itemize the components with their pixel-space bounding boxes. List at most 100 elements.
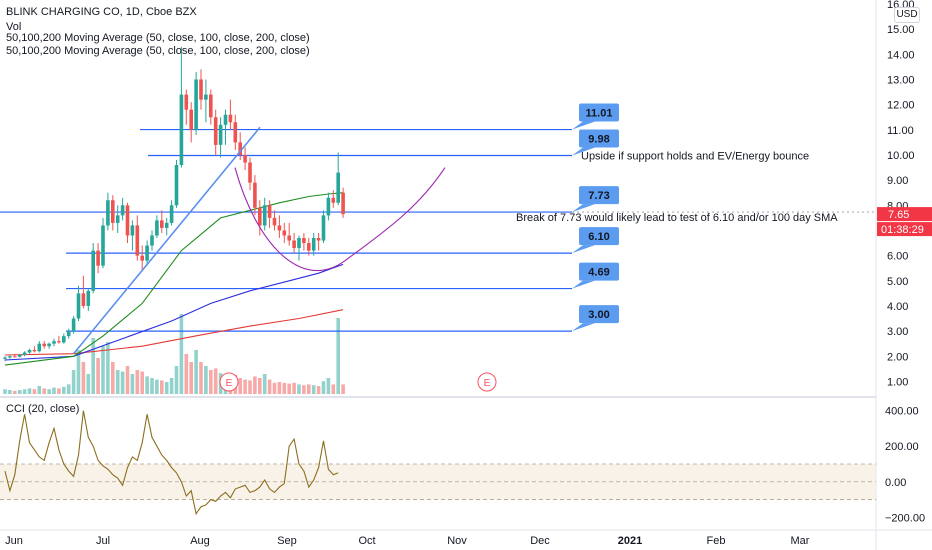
candle-body	[218, 124, 223, 145]
candle-body	[52, 341, 56, 344]
callout-box	[579, 227, 619, 246]
price-tick-label: 4.00	[887, 301, 908, 313]
symbol-title[interactable]: BLINK CHARGING CO, 1D, Cboe BZX	[6, 6, 197, 18]
candle-body	[199, 79, 203, 100]
volume-bar	[204, 366, 208, 394]
volume-bar	[164, 382, 169, 394]
candle-body	[336, 172, 340, 203]
volume-bar	[184, 354, 189, 394]
candle-body	[307, 243, 311, 251]
candle-body	[150, 235, 154, 246]
volume-bar	[292, 382, 296, 394]
earnings-marker	[219, 372, 239, 392]
volume-bar	[155, 379, 159, 394]
cci-tick-label: −200.00	[885, 512, 925, 524]
candle-body	[204, 94, 208, 100]
earnings-marker	[477, 372, 497, 392]
time-axis[interactable]: Jun Jul Aug Sep Oct Nov Dec 2021 Feb Mar	[0, 529, 932, 547]
candle-body	[209, 94, 213, 118]
volume-bar	[253, 376, 257, 394]
volume-bar	[326, 378, 331, 394]
callout-pointer	[572, 147, 595, 156]
ma50-line	[4, 192, 344, 366]
callout-label: 3.00	[588, 309, 609, 321]
candle-body	[101, 225, 105, 266]
candle-body	[47, 343, 51, 347]
price-tick-label: 11.00	[887, 125, 914, 137]
volume-bar	[3, 389, 7, 394]
volume-bar	[311, 385, 316, 394]
price-pane[interactable]	[3, 314, 345, 394]
candle-body	[321, 215, 326, 241]
ma-legend-1[interactable]: 50,100,200 Moving Average (50, close, 10…	[6, 32, 310, 44]
ma100-line	[4, 263, 344, 361]
candle-body	[37, 343, 42, 352]
candle-body	[287, 235, 291, 241]
volume-bar	[115, 370, 120, 394]
price-tick-label: 1.00	[887, 376, 908, 388]
support-resistance-levels[interactable]: 11.01 9.98 7.73 6.10 4.69 3.00	[0, 103, 876, 332]
candle-body	[194, 79, 198, 130]
volume-bar	[287, 383, 291, 394]
candle-body	[125, 205, 130, 236]
candle-body	[86, 290, 91, 306]
countdown-tag	[877, 222, 932, 237]
volume-bar	[238, 378, 242, 394]
candle-body	[326, 197, 331, 216]
volume-bar	[140, 371, 144, 394]
callout-label: 9.98	[588, 133, 609, 145]
candle-body	[272, 217, 277, 226]
time-tick-label: Jul	[96, 535, 110, 547]
volume-bar	[282, 382, 287, 394]
volume-bar	[331, 384, 336, 394]
rounding-arc	[234, 167, 446, 272]
callout-box	[579, 129, 619, 148]
candle-body	[297, 238, 301, 249]
candle-body	[8, 356, 12, 358]
cci-axis[interactable]: 400.00 200.00 0.00 −200.00	[885, 406, 925, 525]
volume-legend[interactable]: Vol	[6, 21, 22, 33]
time-tick-label: Mar	[791, 535, 810, 547]
cci-line	[4, 410, 339, 516]
ma-legend-2[interactable]: 50,100,200 Moving Average (50, close, 10…	[6, 45, 310, 57]
volume-bar	[243, 379, 247, 394]
callout-box	[579, 186, 619, 205]
volume-bar	[199, 362, 203, 394]
volume-bar	[262, 374, 267, 394]
candle-body	[341, 192, 345, 215]
cci-tick-label: 200.00	[885, 441, 919, 453]
candle-body	[62, 336, 66, 343]
volume-bar	[150, 378, 154, 394]
volume-bar	[111, 362, 115, 394]
volume-bar	[96, 358, 100, 394]
volume-bar	[302, 385, 306, 394]
candle-body	[96, 250, 100, 266]
candle-body	[174, 165, 179, 206]
volume-bar	[52, 387, 56, 394]
currency-button[interactable]: USD	[894, 7, 920, 23]
volume-bar	[125, 366, 130, 394]
cci-pane[interactable]	[0, 410, 876, 516]
annotation-upside: Upside if support holds and EV/Energy bo…	[581, 150, 809, 162]
cci-tick-label: 400.00	[885, 406, 919, 418]
volume-bar	[13, 390, 17, 394]
candle-body	[169, 205, 174, 223]
candlestick-series	[3, 46, 345, 362]
annotation-break: Break of 7.73 would likely lead to test …	[516, 212, 838, 224]
trend-drawings[interactable]: Upside if support holds and EV/Energy bo…	[72, 126, 839, 392]
price-tick-label: 3.00	[887, 326, 908, 338]
volume-bar	[66, 384, 71, 394]
volume-bar	[194, 350, 198, 394]
candle-body	[253, 182, 257, 208]
candle-body	[3, 357, 7, 359]
candle-body	[76, 293, 81, 319]
candle-body	[130, 225, 135, 236]
callout-box	[579, 305, 619, 324]
candle-body	[106, 200, 110, 226]
volume-bar	[37, 386, 42, 394]
time-tick-label: Aug	[190, 535, 210, 547]
cci-legend[interactable]: CCI (20, close)	[6, 403, 80, 415]
callout-label: 7.73	[588, 190, 609, 202]
